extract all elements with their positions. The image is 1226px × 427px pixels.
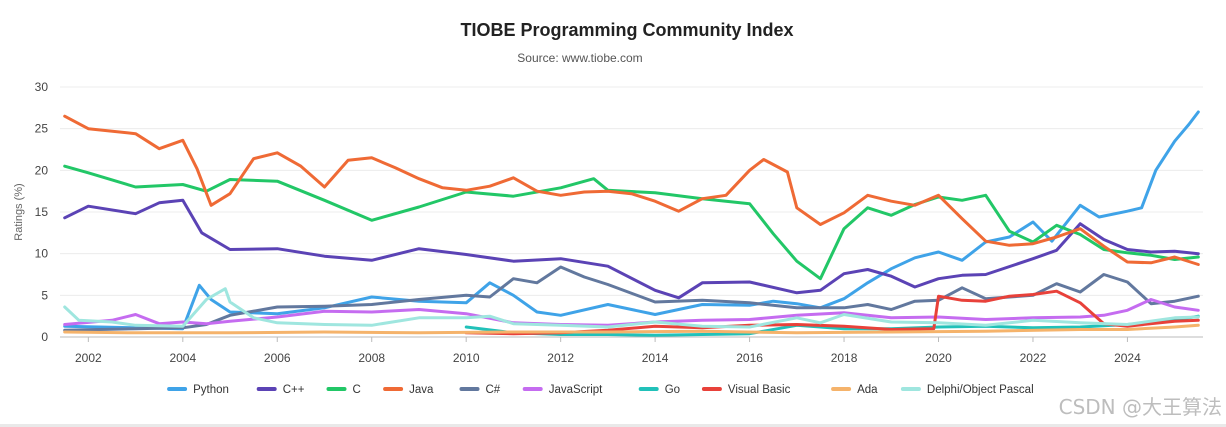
bottom-divider	[0, 424, 1226, 427]
series-line-python	[63, 110, 1200, 331]
legend-label: C	[353, 384, 361, 396]
x-tick-label: 2018	[831, 351, 858, 365]
x-tick-label: 2024	[1114, 351, 1141, 365]
x-tick-label: 2004	[169, 351, 196, 365]
legend-label: Java	[409, 384, 434, 396]
legend-label: C#	[486, 384, 501, 396]
legend-item-java[interactable]: Java	[383, 384, 434, 396]
y-tick-label: 20	[35, 163, 49, 177]
y-tick-label: 15	[35, 205, 49, 219]
x-tick-label: 2012	[547, 351, 574, 365]
legend-label: Delphi/Object Pascal	[927, 384, 1034, 396]
gridlines	[60, 86, 1203, 338]
legend-label: JavaScript	[549, 384, 603, 396]
legend-label: C++	[283, 384, 305, 396]
y-tick-label: 0	[41, 330, 48, 344]
x-tick-label: 2016	[736, 351, 763, 365]
legend-item-ada[interactable]: Ada	[831, 384, 878, 396]
series-line-visual-basic	[464, 289, 1200, 336]
x-tick-label: 2008	[358, 351, 385, 365]
x-tick-label: 2020	[925, 351, 952, 365]
watermark-text: CSDN @大王算法	[1059, 395, 1222, 419]
x-tick-label: 2010	[453, 351, 480, 365]
legend-label: Visual Basic	[728, 384, 791, 396]
legend-item-c[interactable]: C++	[256, 384, 305, 396]
series-line-c	[63, 164, 1200, 281]
legend-item-delphi-object-pascal[interactable]: Delphi/Object Pascal	[900, 384, 1034, 396]
y-tick-label: 10	[35, 247, 49, 261]
legend-item-visual-basic[interactable]: Visual Basic	[701, 384, 791, 396]
y-tick-label: 25	[35, 122, 49, 136]
chart-subtitle: Source: www.tiobe.com	[517, 51, 642, 65]
y-tick-label: 30	[35, 80, 49, 94]
series-line-java	[63, 114, 1200, 266]
series-line-delphi-object-pascal	[63, 287, 1200, 329]
legend-item-c[interactable]: C	[326, 384, 361, 396]
series-line-go	[464, 314, 1200, 337]
x-tick-label: 2022	[1020, 351, 1047, 365]
y-tick-label: 5	[41, 288, 48, 302]
legend-label: Ada	[857, 384, 878, 396]
legend-label: Python	[193, 384, 229, 396]
legend[interactable]: Python C++ C Java C# JavaScript Go Visual Basic…	[167, 384, 1034, 396]
legend-item-go[interactable]: Go	[638, 384, 680, 396]
series-line-c	[63, 198, 1200, 300]
legend-item-c[interactable]: C#	[459, 384, 501, 396]
series-line-c	[63, 265, 1200, 332]
chart-title: TIOBE Programming Community Index	[460, 20, 793, 40]
legend-label: Go	[665, 384, 680, 396]
x-tick-label: 2006	[264, 351, 291, 365]
x-tick-label: 2002	[75, 351, 102, 365]
x-axis-ticks: 2002 2004 2006 2008 2010 2012 2014 2016 2018 2020…	[75, 337, 1141, 365]
x-tick-label: 2014	[642, 351, 669, 365]
y-axis-label: Ratings (%)	[13, 183, 25, 240]
y-axis-ticks: 0 5 10 15 20 25 30	[35, 80, 49, 344]
series-line-ada	[63, 323, 1200, 335]
legend-item-python[interactable]: Python	[167, 384, 229, 396]
legend-item-javascript[interactable]: JavaScript	[522, 384, 603, 396]
series-lines	[63, 110, 1200, 337]
